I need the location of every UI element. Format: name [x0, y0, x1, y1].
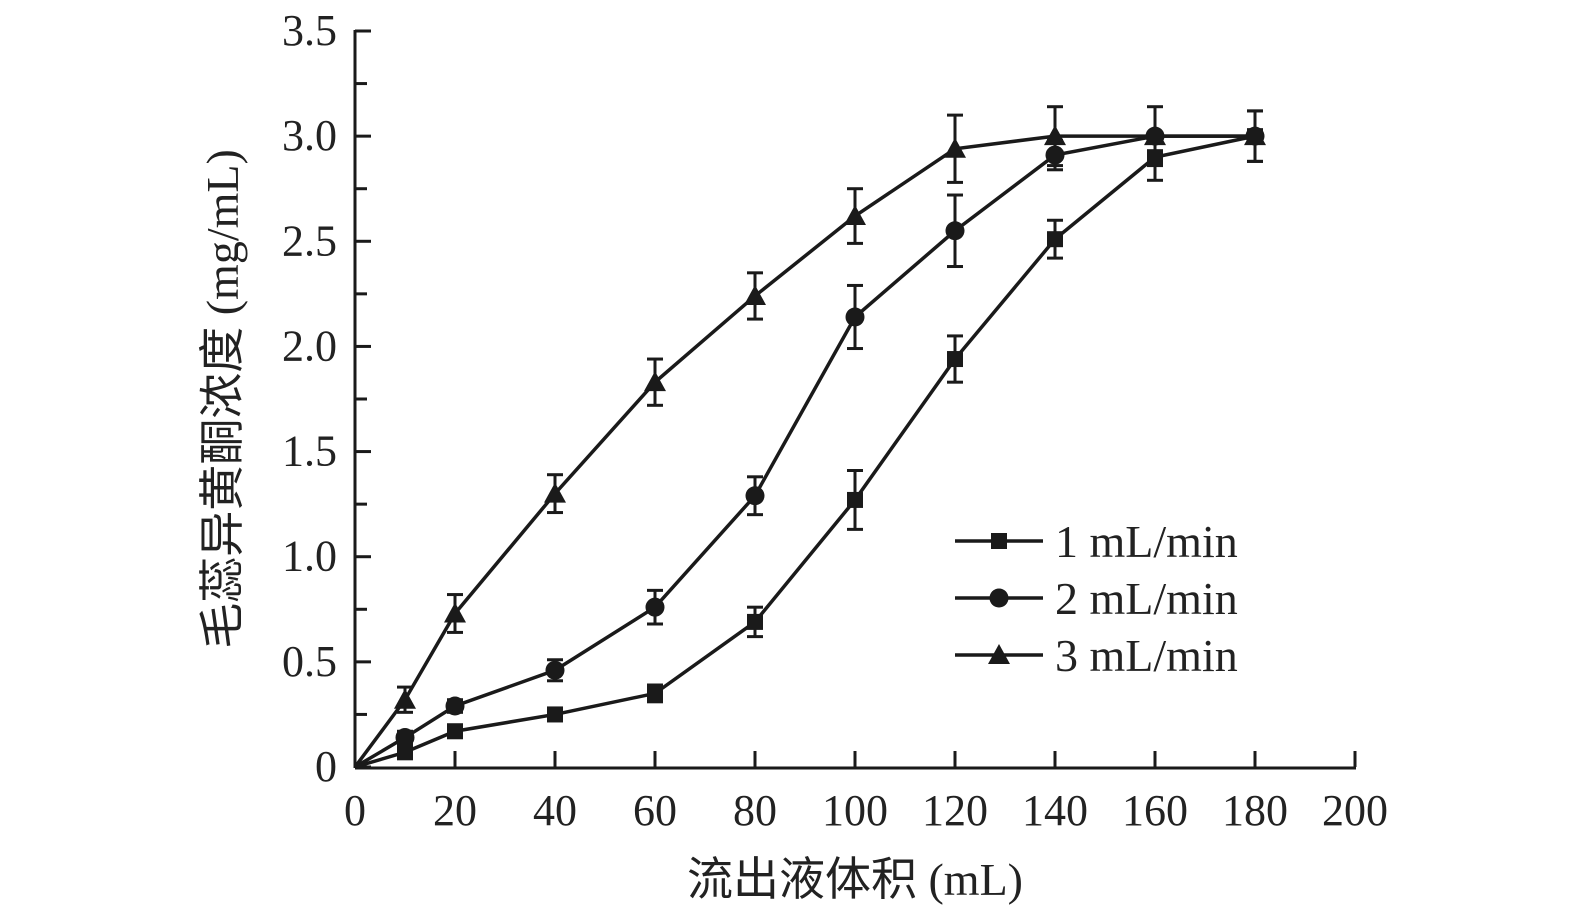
x-tick-label: 200	[1322, 786, 1388, 835]
x-tick-label: 180	[1222, 786, 1288, 835]
data-point	[845, 307, 865, 327]
x-tick-label: 100	[822, 786, 888, 835]
y-tick-label: 3.5	[282, 6, 337, 55]
series-3	[353, 105, 1266, 769]
data-point	[1044, 125, 1066, 146]
data-point	[1144, 125, 1166, 146]
x-tick-label: 80	[733, 786, 777, 835]
data-point	[547, 706, 563, 723]
data-point	[545, 660, 565, 680]
data-point	[395, 728, 415, 748]
data-point	[444, 602, 466, 623]
data-point	[945, 221, 965, 241]
x-tick-label: 120	[922, 786, 988, 835]
data-point	[944, 137, 966, 158]
series-group	[353, 105, 1266, 769]
y-tick-label: 3.0	[282, 111, 337, 160]
data-point	[394, 688, 416, 709]
axes: 0 20 40 60 80 100 120 140 160 180 200 0 0.5 1.0 1.5 2.0…	[282, 6, 1388, 835]
y-tick-label: 1.5	[282, 427, 337, 476]
x-tick-label: 20	[433, 786, 477, 835]
y-tick-label: 0	[315, 742, 337, 791]
x-axis-label: 流出液体积 (mL)	[687, 854, 1023, 905]
x-tick-label: 40	[533, 786, 577, 835]
data-point	[1047, 231, 1063, 248]
legend-marker	[991, 533, 1007, 549]
series-1	[354, 109, 1263, 769]
y-tick-label: 2.0	[282, 321, 337, 370]
x-tick-label: 140	[1022, 786, 1088, 835]
data-point	[745, 486, 765, 506]
x-tick-label: 160	[1122, 786, 1188, 835]
y-tick-label: 0.5	[282, 637, 337, 686]
legend-label: 2 mL/min	[1055, 573, 1238, 624]
data-point	[847, 491, 863, 508]
data-point	[744, 284, 766, 305]
data-point	[644, 371, 666, 392]
legend-label: 3 mL/min	[1055, 630, 1238, 681]
x-tick-label: 60	[633, 786, 677, 835]
data-point	[544, 482, 566, 503]
data-point	[397, 744, 413, 761]
data-point	[747, 613, 763, 630]
data-point	[447, 723, 463, 740]
legend-marker	[988, 644, 1010, 664]
data-point	[445, 696, 465, 716]
y-axis-label: 毛蕊异黄酮浓度 (mg/mL)	[197, 149, 248, 649]
data-point	[647, 685, 663, 702]
data-point	[844, 205, 866, 226]
y-tick-label: 1.0	[282, 532, 337, 581]
data-point	[947, 351, 963, 368]
data-point	[1244, 125, 1266, 146]
legend-marker	[989, 588, 1009, 608]
legend: 1 mL/min 2 mL/min 3 mL/min	[955, 516, 1238, 681]
y-tick-label: 2.5	[282, 216, 337, 265]
x-tick-label: 0	[344, 786, 366, 835]
legend-label: 1 mL/min	[1055, 516, 1238, 567]
data-point	[645, 597, 665, 617]
